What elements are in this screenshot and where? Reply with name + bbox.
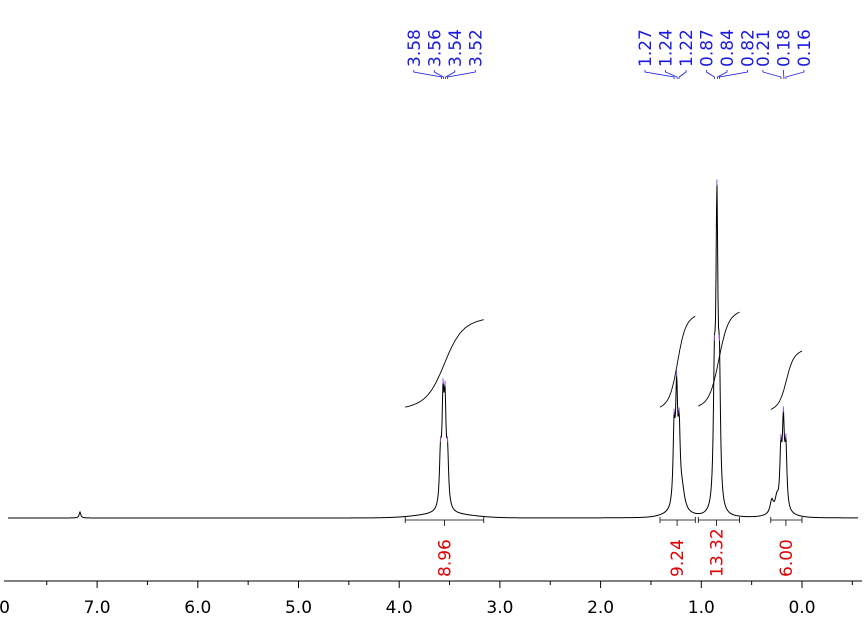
peak-label: 3.54 bbox=[446, 29, 466, 67]
peak-label-connector bbox=[433, 70, 444, 79]
x-tick-label: 6.0 bbox=[184, 598, 211, 618]
integral-label: 9.24 bbox=[668, 539, 688, 577]
spectrum-trace bbox=[8, 184, 858, 519]
peak-label-connector bbox=[447, 70, 476, 79]
x-tick-label: 7.0 bbox=[84, 598, 111, 618]
peak-label-connector bbox=[665, 70, 678, 79]
peak-label-connector bbox=[413, 70, 442, 79]
peak-label: 3.52 bbox=[466, 29, 486, 67]
peak-label: 0.18 bbox=[774, 29, 794, 67]
x-tick-label: 8.0 bbox=[0, 598, 10, 618]
integral-label: 8.96 bbox=[436, 539, 456, 577]
x-tick-label: 2.0 bbox=[587, 598, 614, 618]
x-tick-label: 1.0 bbox=[688, 598, 715, 618]
x-axis-ticks bbox=[46, 581, 853, 588]
integral-bracket bbox=[697, 517, 740, 526]
integral-bracket bbox=[770, 517, 803, 526]
peak-label: 0.87 bbox=[698, 29, 718, 67]
integral-curves bbox=[405, 311, 803, 410]
peak-label-connector bbox=[644, 70, 675, 79]
x-tick-label: 3.0 bbox=[486, 598, 513, 618]
peak-label: 0.82 bbox=[739, 29, 759, 67]
peak-label: 0.21 bbox=[754, 29, 774, 67]
peak-label: 0.16 bbox=[795, 29, 815, 67]
integral-curve bbox=[770, 350, 803, 410]
integral-labels: 8.96 9.24 13.32 6.00 bbox=[436, 528, 797, 577]
integral-label: 6.00 bbox=[777, 539, 797, 577]
peak-label-connector bbox=[445, 70, 456, 79]
integral-brackets bbox=[404, 517, 803, 526]
integral-bracket bbox=[404, 517, 485, 526]
peak-markers bbox=[439, 179, 787, 443]
peak-label-connector bbox=[762, 70, 782, 79]
peak-label-connector bbox=[706, 70, 715, 79]
peak-label: 3.58 bbox=[405, 29, 425, 67]
x-axis-tick-labels: 8.0 7.0 6.0 5.0 4.0 3.0 2.0 1.0 0.0 bbox=[0, 598, 816, 618]
x-tick-label: 4.0 bbox=[386, 598, 413, 618]
integral-bracket bbox=[659, 517, 696, 526]
peak-label-connector bbox=[678, 70, 687, 79]
peak-label: 1.22 bbox=[677, 29, 697, 67]
integral-curve bbox=[659, 315, 696, 408]
x-tick-label: 5.0 bbox=[285, 598, 312, 618]
peak-label: 0.84 bbox=[718, 29, 738, 67]
peak-label-connector bbox=[719, 70, 748, 79]
peak-label: 3.56 bbox=[425, 29, 445, 67]
integral-curve bbox=[405, 319, 484, 408]
peak-labels: 3.58 3.56 3.54 3.52 1.27 1.24 1.22 0.87 0.84 0.82… bbox=[405, 29, 815, 67]
peak-label-connector bbox=[783, 70, 785, 79]
x-tick-label: 0.0 bbox=[788, 598, 815, 618]
peak-label: 1.27 bbox=[636, 29, 656, 67]
integral-label: 13.32 bbox=[707, 528, 727, 577]
peak-label-connectors bbox=[413, 70, 805, 79]
peak-label: 1.24 bbox=[657, 29, 677, 67]
peak-label-connector bbox=[717, 70, 728, 79]
peak-label-connector bbox=[785, 70, 805, 79]
integral-curve bbox=[698, 311, 740, 407]
